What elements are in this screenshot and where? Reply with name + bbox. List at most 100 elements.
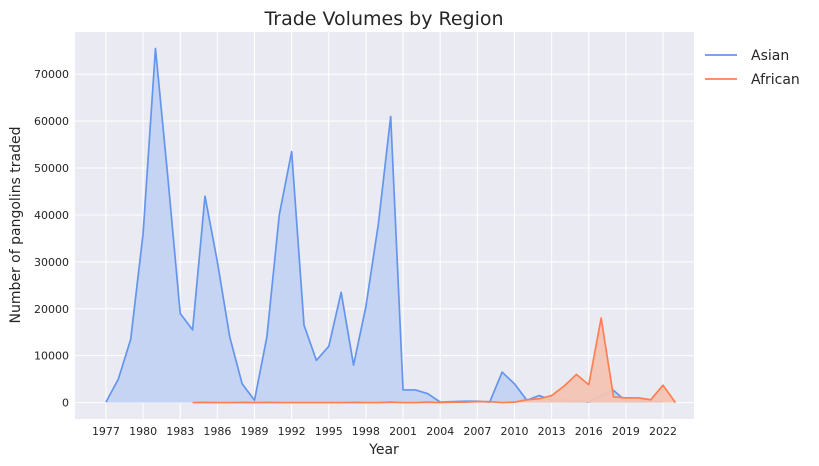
series-layer — [105, 47, 677, 404]
data-point-african — [513, 401, 515, 403]
data-point-african — [352, 401, 354, 403]
y-tick-label: 10000 — [34, 350, 69, 363]
data-point-asian — [266, 336, 268, 338]
data-point-asian — [130, 338, 132, 340]
data-point-african — [575, 373, 577, 375]
data-point-african — [550, 394, 552, 396]
data-point-african — [216, 401, 218, 403]
data-point-asian — [117, 378, 119, 380]
data-point-african — [402, 401, 404, 403]
data-point-asian — [179, 312, 181, 314]
data-point-african — [315, 401, 317, 403]
data-point-asian — [241, 383, 243, 385]
data-point-asian — [340, 291, 342, 293]
data-point-asian — [105, 401, 107, 403]
data-point-african — [612, 396, 614, 398]
y-tick-label: 30000 — [34, 256, 69, 269]
data-point-asian — [513, 383, 515, 385]
data-point-african — [662, 384, 664, 386]
data-point-asian — [402, 389, 404, 391]
data-point-african — [674, 401, 676, 403]
x-tick-label: 2022 — [649, 425, 677, 438]
x-tick-label: 1983 — [166, 425, 194, 438]
series-line-african — [192, 317, 677, 404]
data-point-asian — [414, 389, 416, 391]
data-point-asian — [352, 364, 354, 366]
data-point-african — [451, 401, 453, 403]
x-tick-label: 2013 — [538, 425, 566, 438]
data-point-african — [649, 399, 651, 401]
x-tick-label: 1995 — [315, 425, 343, 438]
series-african — [191, 317, 677, 404]
chart-title: Trade Volumes by Region — [263, 8, 503, 30]
data-point-african — [439, 401, 441, 403]
data-point-asian — [167, 176, 169, 178]
x-tick-label: 1992 — [278, 425, 306, 438]
data-point-african — [489, 400, 491, 402]
data-point-asian — [191, 329, 193, 331]
data-point-asian — [315, 359, 317, 361]
data-point-african — [204, 401, 206, 403]
x-tick-label: 1980 — [129, 425, 157, 438]
data-point-african — [229, 401, 231, 403]
data-point-asian — [290, 150, 292, 152]
x-tick-label: 1977 — [92, 425, 120, 438]
data-point-asian — [377, 223, 379, 225]
data-point-african — [328, 401, 330, 403]
data-point-asian — [389, 115, 391, 117]
y-tick-label: 50000 — [34, 162, 69, 175]
x-axis-label: Year — [368, 442, 399, 458]
data-point-african — [600, 317, 602, 319]
data-point-african — [290, 401, 292, 403]
data-point-asian — [142, 233, 144, 235]
data-point-african — [389, 401, 391, 403]
data-point-african — [526, 399, 528, 401]
data-point-asian — [538, 394, 540, 396]
y-tick-label: 0 — [62, 397, 69, 410]
data-point-asian — [154, 47, 156, 49]
y-tick-label: 40000 — [34, 209, 69, 222]
data-point-african — [588, 384, 590, 386]
legend-label-african: African — [751, 72, 800, 88]
legend-label-asian: Asian — [751, 48, 789, 64]
data-point-african — [365, 401, 367, 403]
data-point-african — [414, 401, 416, 403]
data-point-african — [476, 400, 478, 402]
y-tick-labels: 0 10000 20000 30000 40000 50000 60000 70000 — [34, 68, 69, 409]
data-point-african — [241, 401, 243, 403]
x-tick-label: 2004 — [426, 425, 454, 438]
data-point-african — [340, 401, 342, 403]
data-point-african — [427, 401, 429, 403]
data-point-african — [377, 401, 379, 403]
data-point-asian — [303, 324, 305, 326]
y-tick-label: 60000 — [34, 115, 69, 128]
y-tick-label: 70000 — [34, 68, 69, 81]
data-point-african — [637, 397, 639, 399]
data-point-african — [538, 398, 540, 400]
data-point-african — [253, 401, 255, 403]
x-tick-label: 1986 — [203, 425, 231, 438]
data-point-asian — [278, 214, 280, 216]
data-point-asian — [204, 195, 206, 197]
series-area-asian — [105, 48, 664, 403]
x-tick-label: 2019 — [612, 425, 640, 438]
data-point-asian — [229, 336, 231, 338]
data-point-african — [303, 401, 305, 403]
x-tick-label: 2016 — [575, 425, 603, 438]
data-point-african — [464, 401, 466, 403]
x-tick-label: 2010 — [500, 425, 528, 438]
x-tick-label: 1989 — [241, 425, 269, 438]
y-axis-label: Number of pangolins traded — [8, 126, 24, 323]
data-point-asian — [253, 399, 255, 401]
data-point-african — [191, 401, 193, 403]
data-point-asian — [216, 261, 218, 263]
x-tick-label: 1998 — [352, 425, 380, 438]
x-tick-label: 2007 — [463, 425, 491, 438]
data-point-african — [278, 401, 280, 403]
legend-item-african: African — [705, 72, 800, 88]
y-tick-label: 20000 — [34, 303, 69, 316]
data-point-asian — [365, 305, 367, 307]
data-point-asian — [501, 371, 503, 373]
legend: Asian African — [705, 48, 800, 88]
